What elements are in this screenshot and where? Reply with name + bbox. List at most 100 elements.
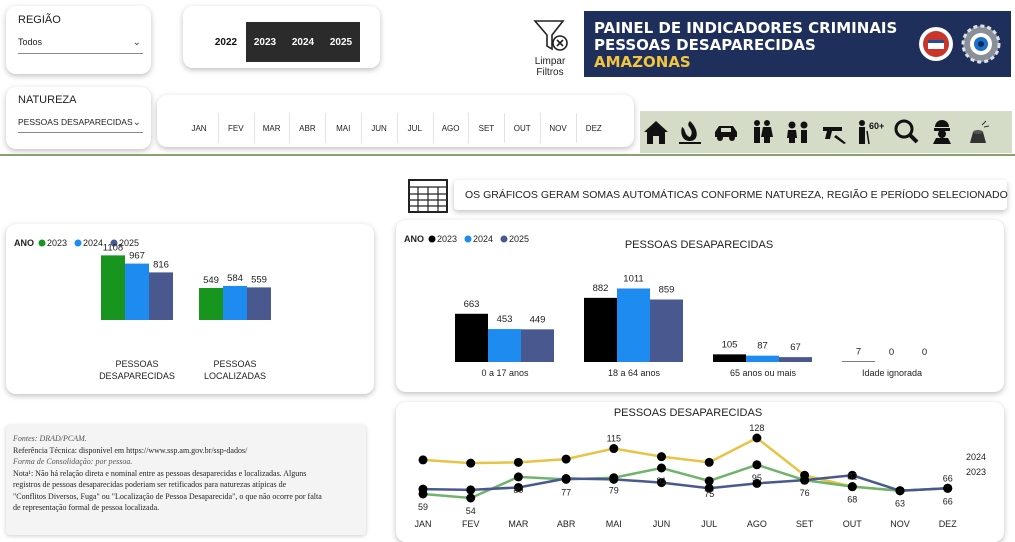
point-2024-1[interactable] [466,458,476,468]
month-label-set: SET [796,519,814,529]
regiao-dropdown[interactable]: Todos ⌄ [18,37,143,54]
point-2025-0[interactable] [418,484,428,494]
point-2024-0[interactable] [418,455,428,465]
point-2025-4[interactable] [609,474,619,484]
point-2024-3[interactable] [561,454,571,464]
point-2025-2[interactable] [513,482,523,492]
month-button-dez[interactable]: DEZ [575,113,611,143]
point-2025-9[interactable] [847,470,857,480]
month-label-mai: MAI [606,519,622,529]
legend-label-2025: 2025 [119,238,139,248]
banner-title-2: PESSOAS DESAPARECIDAS [594,36,816,54]
bar-2024-0[interactable] [488,329,521,362]
month-button-abr[interactable]: ABR [289,113,324,143]
bar-2023-0[interactable] [455,313,488,362]
point-2025-10[interactable] [895,486,905,496]
bar-2024-1[interactable] [223,285,247,320]
data-label-top-9: 82 [847,472,857,482]
couple-icon[interactable] [748,117,776,147]
month-button-jun[interactable]: JUN [361,113,396,143]
bar-2025-0[interactable] [521,329,554,362]
bar-2025-2[interactable] [779,357,812,362]
point-2025-11[interactable] [943,483,953,493]
bar-2025-1[interactable] [650,299,683,362]
legend-marker-2024 [74,239,82,247]
bar-label-2025-1: 859 [659,285,675,296]
bar-2023-1[interactable] [199,287,223,320]
bar-label-2025-3: 0 [922,347,927,358]
data-label-top-7: 128 [749,423,764,433]
data-label-2023-10: 63 [895,499,905,509]
year-button-2025[interactable]: 2025 [322,22,360,62]
month-button-jul[interactable]: JUL [396,113,432,143]
point-2023-6[interactable] [704,476,714,486]
note-nota-line4: de representação formal de pessoa locali… [13,503,160,512]
bar-label-2025-1: 559 [251,274,267,285]
chevron-down-icon: ⌄ [132,117,141,128]
point-2025-6[interactable] [704,483,714,493]
month-button-ago[interactable]: AGO [432,113,468,143]
thief-icon[interactable] [928,117,956,147]
point-2025-3[interactable] [561,474,571,484]
month-button-fev[interactable]: FEV [217,113,253,143]
regiao-filter-card: REGIÃO Todos ⌄ [6,6,151,74]
bar-label-2023-1: 549 [203,275,219,286]
bar-2024-2[interactable] [746,355,779,362]
chart-mensal-card: PESSOAS DESAPARECIDAS 59 54 80 77 79 91 75 95 76 6… [396,402,1004,542]
chevron-down-icon: ⌄ [132,37,141,48]
car-icon[interactable] [712,117,740,147]
children-icon[interactable] [784,117,812,147]
point-2025-8[interactable] [800,475,810,485]
year-button-2024[interactable]: 2024 [284,22,322,62]
legend-title: ANO [404,234,424,244]
natureza-filter-card: NATUREZA PESSOAS DESAPARECIDAS ⌄ [6,87,151,149]
month-button-mai[interactable]: MAI [325,113,360,143]
point-2025-5[interactable] [657,478,666,488]
legend-marker-2025 [110,239,118,247]
month-button-mar[interactable]: MAR [253,113,289,143]
natureza-dropdown[interactable]: PESSOAS DESAPARECIDAS ⌄ [18,117,143,133]
point-2024-6[interactable] [704,457,714,467]
bar-2024-0[interactable] [125,263,149,320]
month-button-nov[interactable]: NOV [540,113,575,143]
bar-2024-1[interactable] [617,288,650,362]
month-label-jun: JUN [653,519,671,529]
search-icon[interactable] [892,117,920,147]
bar-2023-2[interactable] [713,354,746,362]
bar-label-2024-1: 1011 [623,273,643,284]
elderly-icon[interactable]: 60+ [856,117,884,147]
weapon-icon[interactable] [820,117,848,147]
data-label-2023-6: 75 [704,489,714,499]
point-2024-2[interactable] [513,457,523,467]
month-button-set[interactable]: SET [468,113,503,143]
bar-2023-1[interactable] [584,297,617,362]
legend-title: ANO [14,238,34,248]
point-2023-5[interactable] [657,463,666,473]
bar-2023-0[interactable] [101,255,125,320]
point-2023-2[interactable] [513,472,523,482]
series-line-2024 [422,436,948,492]
category-label-1-1: LOCALIZADAS [204,371,266,381]
clear-filters-button[interactable]: Limpar Filtros [525,14,575,89]
year-button-2023[interactable]: 2023 [246,22,284,62]
bar-2023-3[interactable] [842,361,875,362]
tree-stump-icon[interactable] [964,117,992,147]
bar-2025-0[interactable] [149,272,173,320]
home-icon[interactable] [642,117,670,147]
point-2025-1[interactable] [466,485,476,495]
year-button-2022[interactable]: 2022 [207,22,245,62]
point-2024-7[interactable] [752,433,762,443]
natureza-label: NATUREZA [18,94,77,106]
category-label-0-0: PESSOAS [115,359,158,369]
bar-2025-1[interactable] [247,287,271,320]
point-2023-1[interactable] [466,493,476,503]
point-2023-7[interactable] [752,460,762,470]
month-button-out[interactable]: OUT [504,113,539,143]
point-2024-5[interactable] [657,452,666,462]
point-2025-7[interactable] [752,478,762,488]
month-button-jan[interactable]: JAN [191,123,207,133]
point-2024-4[interactable] [609,444,619,454]
header-banner: PAINEL DE INDICADORES CRIMINAIS PESSOAS … [584,11,1011,77]
fire-icon[interactable] [676,117,704,147]
point-2023-9[interactable] [847,482,857,492]
